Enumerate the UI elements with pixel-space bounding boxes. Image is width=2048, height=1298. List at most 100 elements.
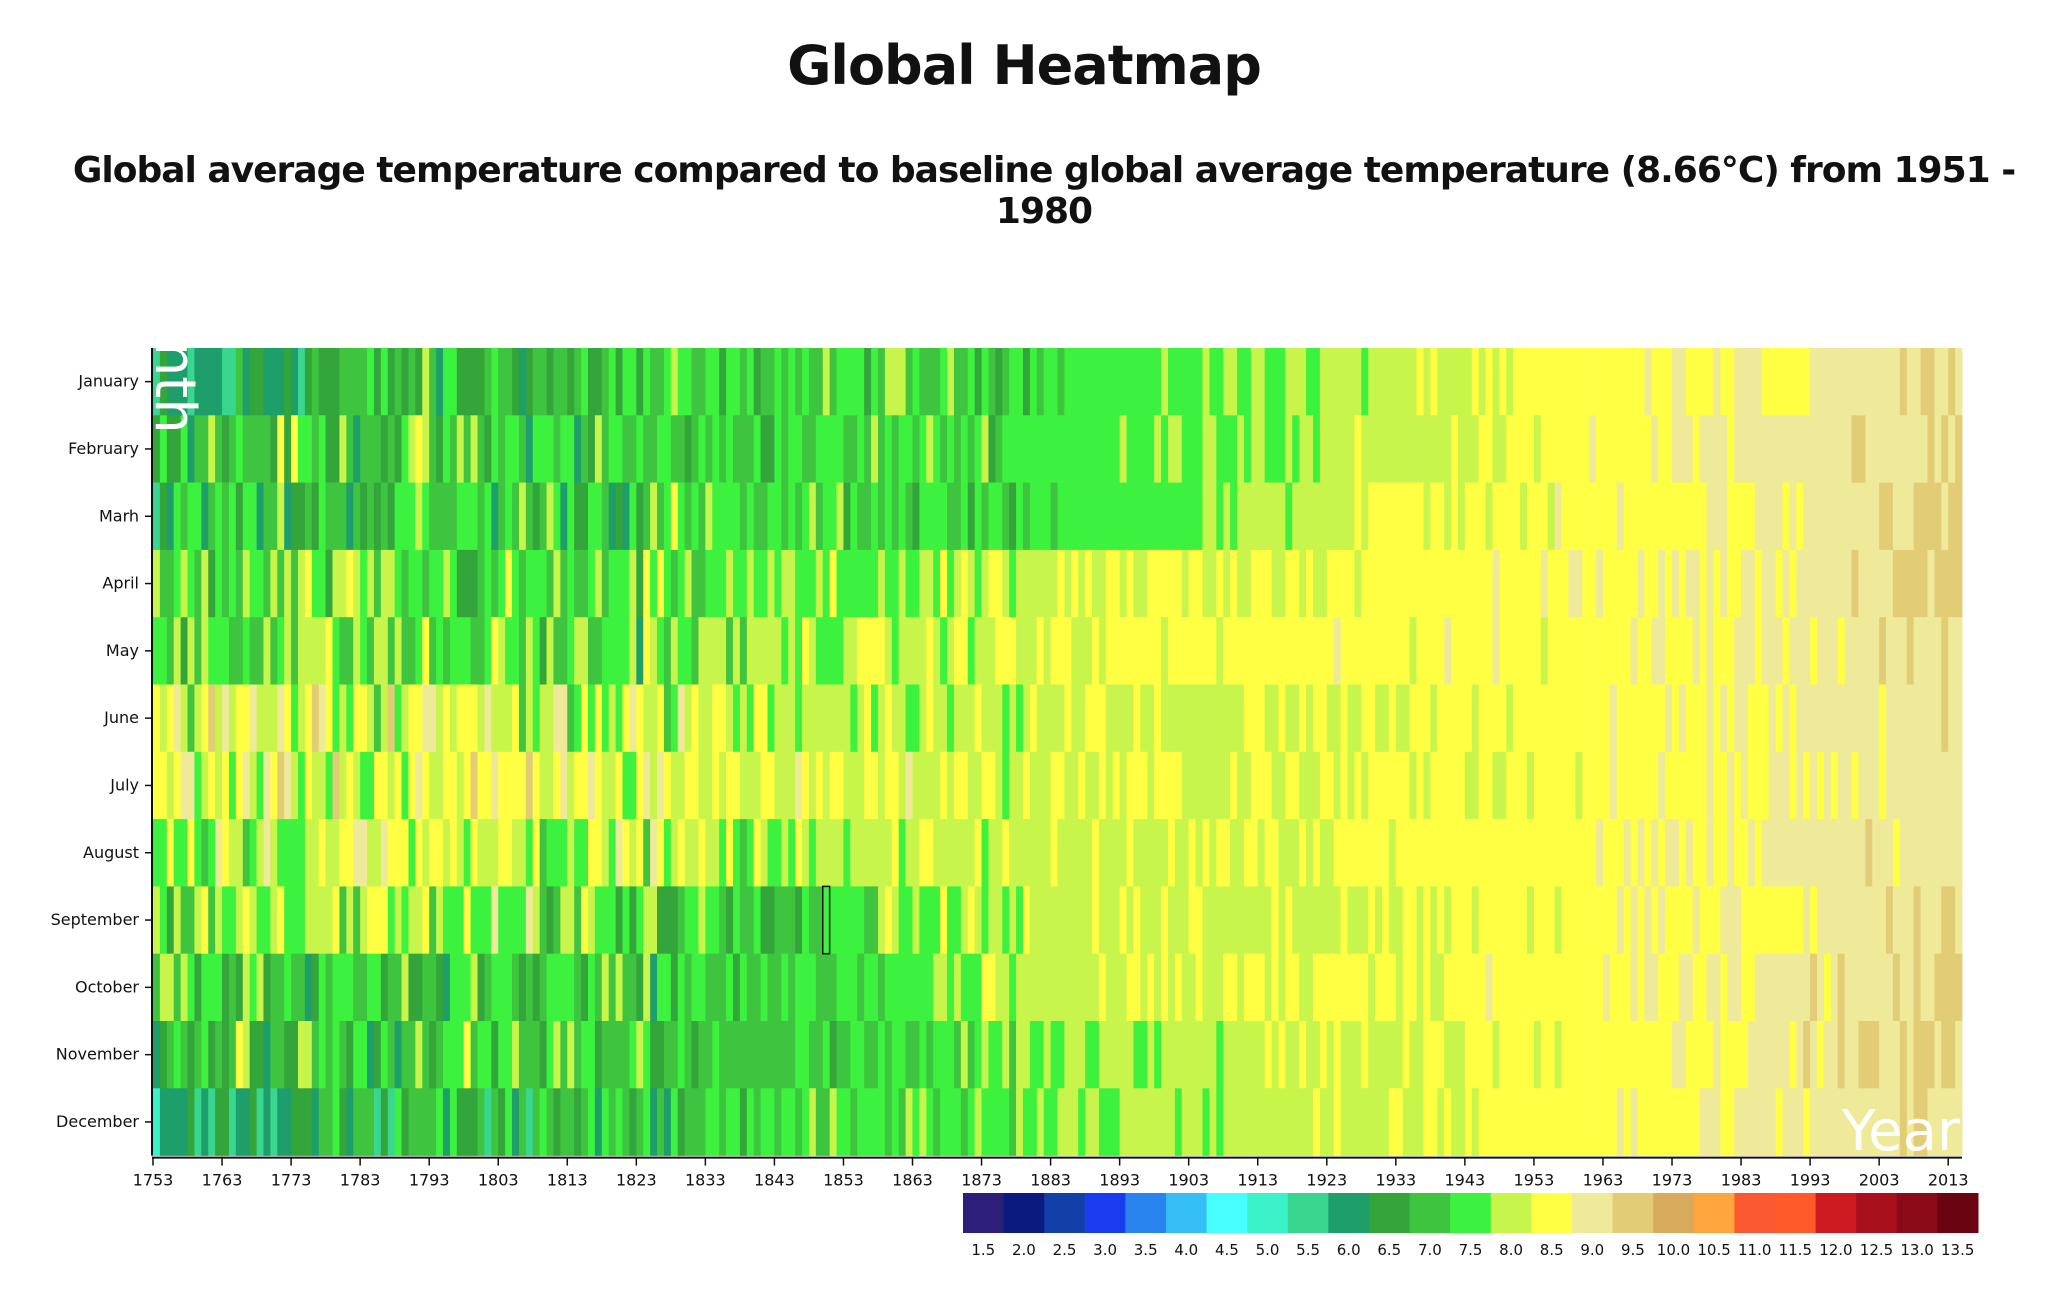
heatmap-cell[interactable] xyxy=(1444,415,1452,483)
heatmap-cell[interactable] xyxy=(470,819,478,887)
heatmap-cell[interactable] xyxy=(491,549,499,618)
heatmap-cell[interactable] xyxy=(1092,684,1100,753)
heatmap-cell[interactable] xyxy=(1513,348,1521,416)
heatmap-cell[interactable] xyxy=(505,684,513,753)
heatmap-cell[interactable] xyxy=(1520,549,1528,618)
heatmap-cell[interactable] xyxy=(1492,819,1500,887)
heatmap-cell[interactable] xyxy=(1830,549,1839,618)
heatmap-cell[interactable] xyxy=(1437,415,1445,483)
heatmap-cell[interactable] xyxy=(1913,482,1921,551)
heatmap-cell[interactable] xyxy=(670,1021,679,1089)
heatmap-cell[interactable] xyxy=(332,751,340,820)
heatmap-cell[interactable] xyxy=(1147,348,1155,416)
heatmap-cell[interactable] xyxy=(760,415,768,483)
heatmap-cell[interactable] xyxy=(1361,348,1369,416)
heatmap-cell[interactable] xyxy=(1402,953,1411,1022)
heatmap-cell[interactable] xyxy=(1202,1021,1210,1089)
heatmap-cell[interactable] xyxy=(1237,819,1245,887)
heatmap-cell[interactable] xyxy=(1299,348,1307,416)
heatmap-cell[interactable] xyxy=(408,953,416,1022)
heatmap-cell[interactable] xyxy=(1913,1088,1921,1156)
heatmap-cell[interactable] xyxy=(491,482,499,551)
heatmap-cell[interactable] xyxy=(1741,886,1749,954)
heatmap-cell[interactable] xyxy=(767,348,775,416)
heatmap-cell[interactable] xyxy=(587,684,596,753)
heatmap-cell[interactable] xyxy=(1768,1021,1776,1089)
heatmap-cell[interactable] xyxy=(1478,415,1486,483)
heatmap-cell[interactable] xyxy=(581,751,589,820)
heatmap-cell[interactable] xyxy=(1934,886,1942,954)
heatmap-cell[interactable] xyxy=(1637,751,1645,820)
heatmap-cell[interactable] xyxy=(1326,617,1335,685)
heatmap-cell[interactable] xyxy=(532,819,541,887)
heatmap-cell[interactable] xyxy=(677,1088,686,1156)
heatmap-cell[interactable] xyxy=(470,415,478,483)
heatmap-cell[interactable] xyxy=(1085,684,1093,753)
heatmap-cell[interactable] xyxy=(159,482,168,551)
heatmap-cell[interactable] xyxy=(1230,617,1238,685)
heatmap-cell[interactable] xyxy=(1796,684,1804,753)
heatmap-cell[interactable] xyxy=(1050,1021,1058,1089)
heatmap-cell[interactable] xyxy=(1119,819,1127,887)
heatmap-cell[interactable] xyxy=(1796,886,1804,954)
heatmap-cell[interactable] xyxy=(1457,415,1466,483)
heatmap-cell[interactable] xyxy=(615,1088,623,1156)
heatmap-cell[interactable] xyxy=(1727,1021,1735,1089)
heatmap-cell[interactable] xyxy=(760,684,768,753)
heatmap-cell[interactable] xyxy=(691,617,699,685)
heatmap-cell[interactable] xyxy=(166,886,175,954)
heatmap-cell[interactable] xyxy=(1602,617,1611,685)
heatmap-cell[interactable] xyxy=(1029,482,1038,551)
heatmap-cell[interactable] xyxy=(1409,549,1417,618)
heatmap-cell[interactable] xyxy=(298,415,306,483)
heatmap-cell[interactable] xyxy=(284,348,292,416)
heatmap-cell[interactable] xyxy=(1451,1021,1459,1089)
heatmap-cell[interactable] xyxy=(1865,482,1873,551)
heatmap-cell[interactable] xyxy=(636,482,644,551)
heatmap-cell[interactable] xyxy=(905,415,913,483)
heatmap-cell[interactable] xyxy=(657,415,665,483)
heatmap-cell[interactable] xyxy=(1672,348,1680,416)
heatmap-cell[interactable] xyxy=(1858,1088,1866,1156)
heatmap-cell[interactable] xyxy=(1223,886,1231,954)
heatmap-cell[interactable] xyxy=(1768,1088,1776,1156)
heatmap-cell[interactable] xyxy=(1174,348,1183,416)
heatmap-cell[interactable] xyxy=(415,549,423,618)
heatmap-cell[interactable] xyxy=(1161,1088,1169,1156)
heatmap-cell[interactable] xyxy=(491,348,499,416)
heatmap-cell[interactable] xyxy=(1071,751,1079,820)
heatmap-cell[interactable] xyxy=(1078,549,1086,618)
heatmap-cell[interactable] xyxy=(1782,348,1790,416)
heatmap-cell[interactable] xyxy=(1672,549,1680,618)
heatmap-cell[interactable] xyxy=(1844,953,1852,1022)
heatmap-cell[interactable] xyxy=(1485,1088,1493,1156)
heatmap-cell[interactable] xyxy=(1243,1021,1252,1089)
heatmap-cell[interactable] xyxy=(1043,819,1051,887)
heatmap-cell[interactable] xyxy=(560,1021,568,1089)
heatmap-cell[interactable] xyxy=(394,348,402,416)
heatmap-cell[interactable] xyxy=(1119,482,1127,551)
heatmap-cell[interactable] xyxy=(629,1021,637,1089)
heatmap-cell[interactable] xyxy=(332,684,340,753)
heatmap-cell[interactable] xyxy=(1851,482,1859,551)
heatmap-cell[interactable] xyxy=(1105,617,1114,685)
heatmap-cell[interactable] xyxy=(1520,415,1528,483)
heatmap-cell[interactable] xyxy=(1575,751,1583,820)
heatmap-cell[interactable] xyxy=(1803,886,1811,954)
heatmap-cell[interactable] xyxy=(1920,684,1928,753)
heatmap-cell[interactable] xyxy=(1478,953,1486,1022)
heatmap-cell[interactable] xyxy=(1437,886,1445,954)
heatmap-cell[interactable] xyxy=(1085,482,1093,551)
heatmap-cell[interactable] xyxy=(1644,886,1652,954)
heatmap-cell[interactable] xyxy=(387,751,396,820)
heatmap-cell[interactable] xyxy=(739,751,748,820)
heatmap-cell[interactable] xyxy=(353,482,361,551)
heatmap-cell[interactable] xyxy=(1540,886,1549,954)
heatmap-cell[interactable] xyxy=(215,348,223,416)
heatmap-cell[interactable] xyxy=(1395,617,1404,685)
heatmap-cell[interactable] xyxy=(815,886,824,954)
heatmap-cell[interactable] xyxy=(263,617,271,685)
heatmap-cell[interactable] xyxy=(1651,684,1659,753)
heatmap-cell[interactable] xyxy=(960,1088,969,1156)
heatmap-cell[interactable] xyxy=(850,1088,858,1156)
